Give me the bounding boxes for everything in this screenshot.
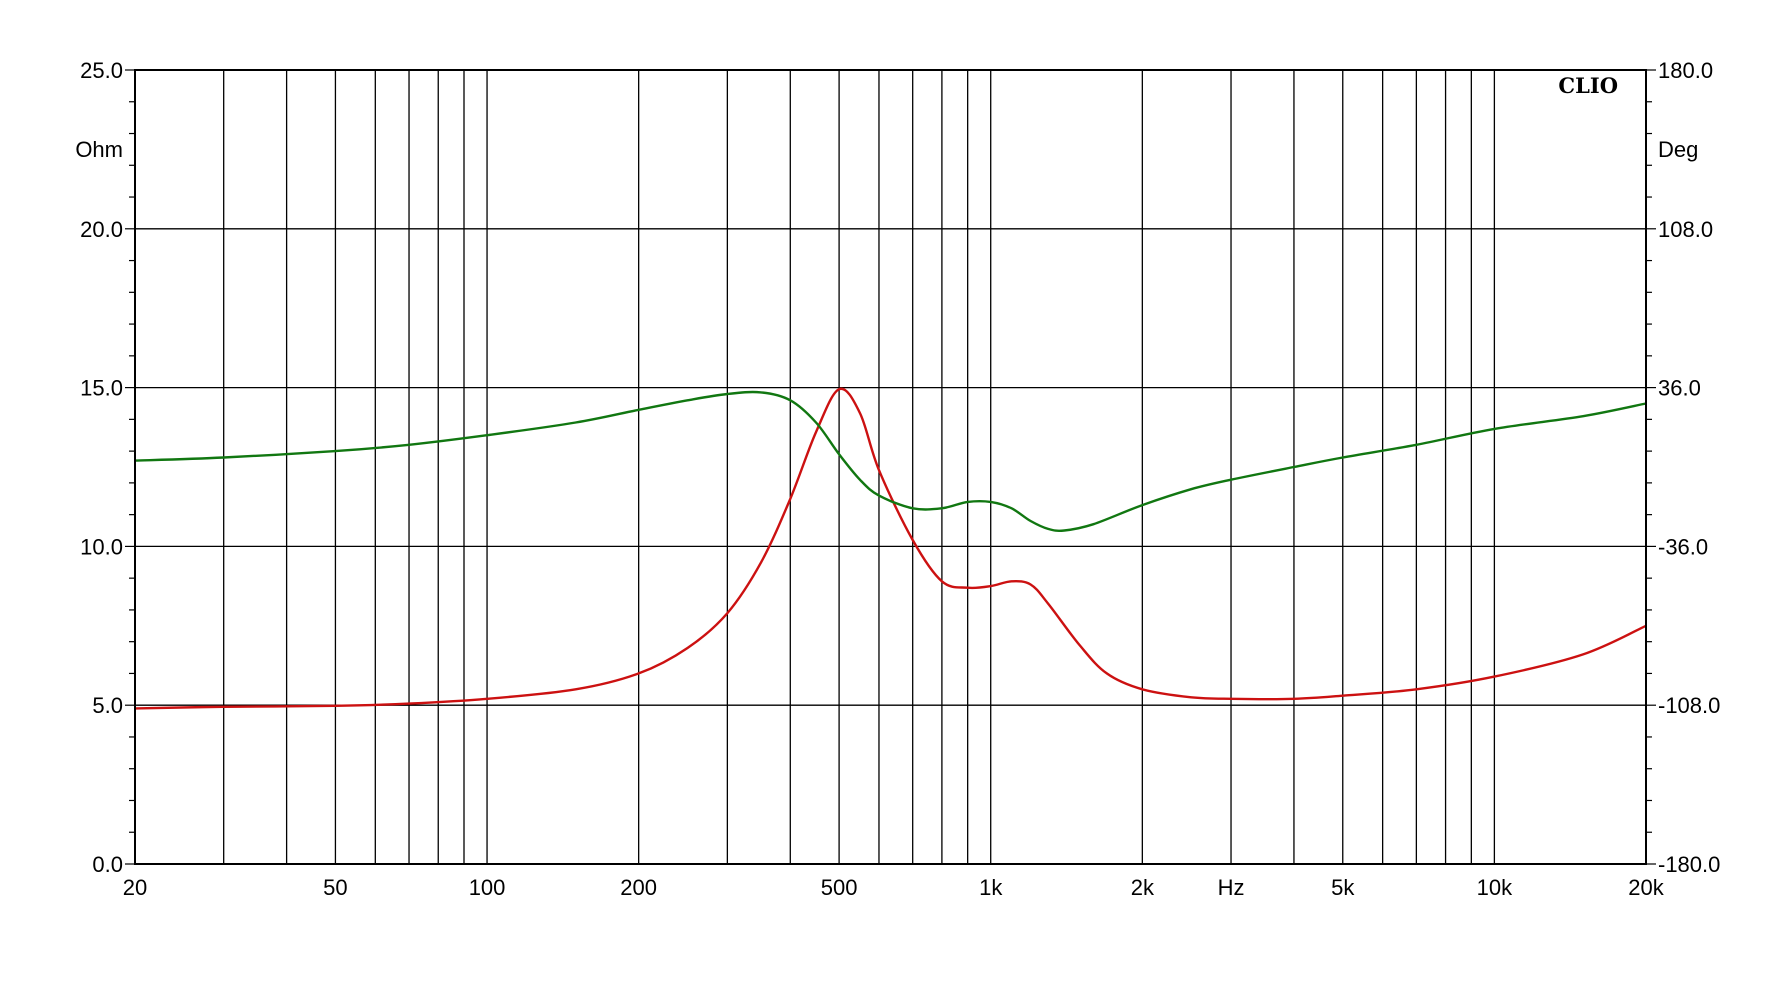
right-y-tick-label: 108.0 [1658, 217, 1713, 242]
phase-series-line [134, 390, 1647, 533]
x-tick-label: 50 [323, 875, 347, 900]
text-layer: Ohm Deg CLIO 20 50 100 200 500 1k 2k Hz 5k 10k 20k… [75, 58, 1720, 900]
left-y-tick-label: 25.0 [80, 58, 123, 83]
left-y-tick-label: 10.0 [80, 534, 123, 559]
clio-brand-label: CLIO [1558, 73, 1618, 98]
x-tick-label: 1k [979, 875, 1003, 900]
grid-layer [135, 69, 1646, 865]
right-y-tick-label: -108.0 [1658, 693, 1720, 718]
frame-layer [125, 69, 1656, 865]
x-tick-label: 10k [1477, 875, 1513, 900]
x-tick-label: 20k [1628, 875, 1664, 900]
x-tick-label: Hz [1218, 875, 1245, 900]
left-axis-unit: Ohm [75, 137, 123, 162]
x-tick-label: 2k [1131, 875, 1155, 900]
x-tick-label: 5k [1331, 875, 1355, 900]
x-tick-label: 20 [123, 875, 147, 900]
left-y-tick-label: 20.0 [80, 217, 123, 242]
x-tick-label: 200 [620, 875, 657, 900]
x-tick-label: 100 [469, 875, 506, 900]
impedance-series-line [134, 387, 1647, 710]
left-y-tick-label: 15.0 [80, 376, 123, 401]
right-y-tick-label: -180.0 [1658, 852, 1720, 877]
right-y-tick-label: 180.0 [1658, 58, 1713, 83]
plot-frame [134, 69, 1647, 865]
left-y-tick-label: 5.0 [92, 693, 123, 718]
series-layer [134, 387, 1647, 710]
right-y-tick-label: 36.0 [1658, 376, 1701, 401]
x-tick-label: 500 [821, 875, 858, 900]
left-y-tick-label: 0.0 [92, 852, 123, 877]
right-axis-unit: Deg [1658, 137, 1698, 162]
right-y-tick-label: -36.0 [1658, 534, 1708, 559]
